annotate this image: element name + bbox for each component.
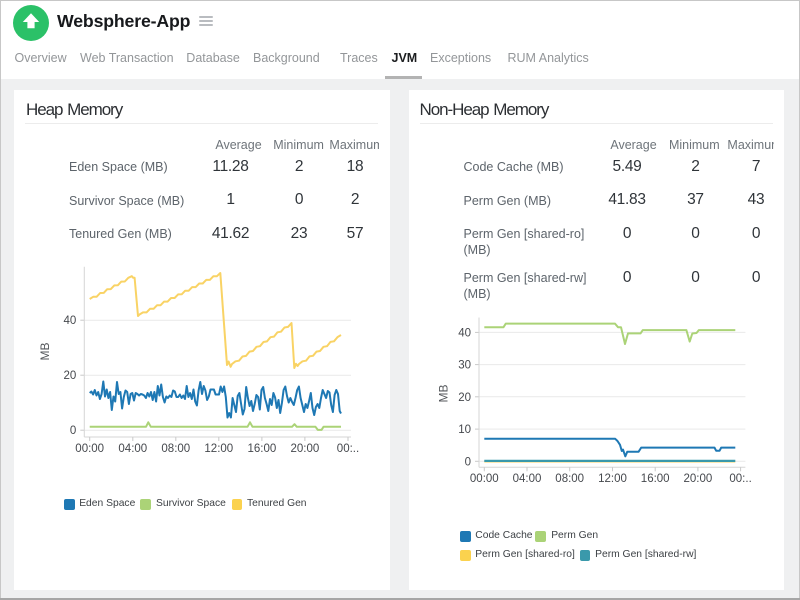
svg-text:20: 20 bbox=[64, 370, 77, 382]
svg-text:40: 40 bbox=[458, 327, 471, 339]
svg-text:16:00: 16:00 bbox=[641, 473, 670, 485]
svg-text:40: 40 bbox=[64, 315, 77, 327]
svg-text:04:00: 04:00 bbox=[118, 443, 147, 455]
svg-text:12:00: 12:00 bbox=[204, 443, 233, 455]
svg-text:00:00: 00:00 bbox=[470, 473, 499, 485]
svg-text:00:..: 00:.. bbox=[337, 443, 359, 455]
svg-text:10: 10 bbox=[458, 424, 471, 436]
svg-text:00:..: 00:.. bbox=[729, 473, 751, 485]
svg-text:08:00: 08:00 bbox=[555, 473, 584, 485]
svg-text:20: 20 bbox=[458, 392, 471, 404]
svg-text:16:00: 16:00 bbox=[248, 443, 277, 455]
svg-text:12:00: 12:00 bbox=[598, 473, 627, 485]
svg-text:20:00: 20:00 bbox=[291, 443, 320, 455]
svg-text:04:00: 04:00 bbox=[513, 473, 542, 485]
svg-text:MB: MB bbox=[437, 385, 451, 403]
svg-text:0: 0 bbox=[70, 425, 76, 437]
svg-text:0: 0 bbox=[465, 456, 471, 468]
svg-text:30: 30 bbox=[458, 360, 471, 372]
svg-text:00:00: 00:00 bbox=[75, 443, 104, 455]
svg-text:MB: MB bbox=[38, 343, 52, 361]
svg-text:20:00: 20:00 bbox=[684, 473, 713, 485]
svg-text:08:00: 08:00 bbox=[161, 443, 190, 455]
